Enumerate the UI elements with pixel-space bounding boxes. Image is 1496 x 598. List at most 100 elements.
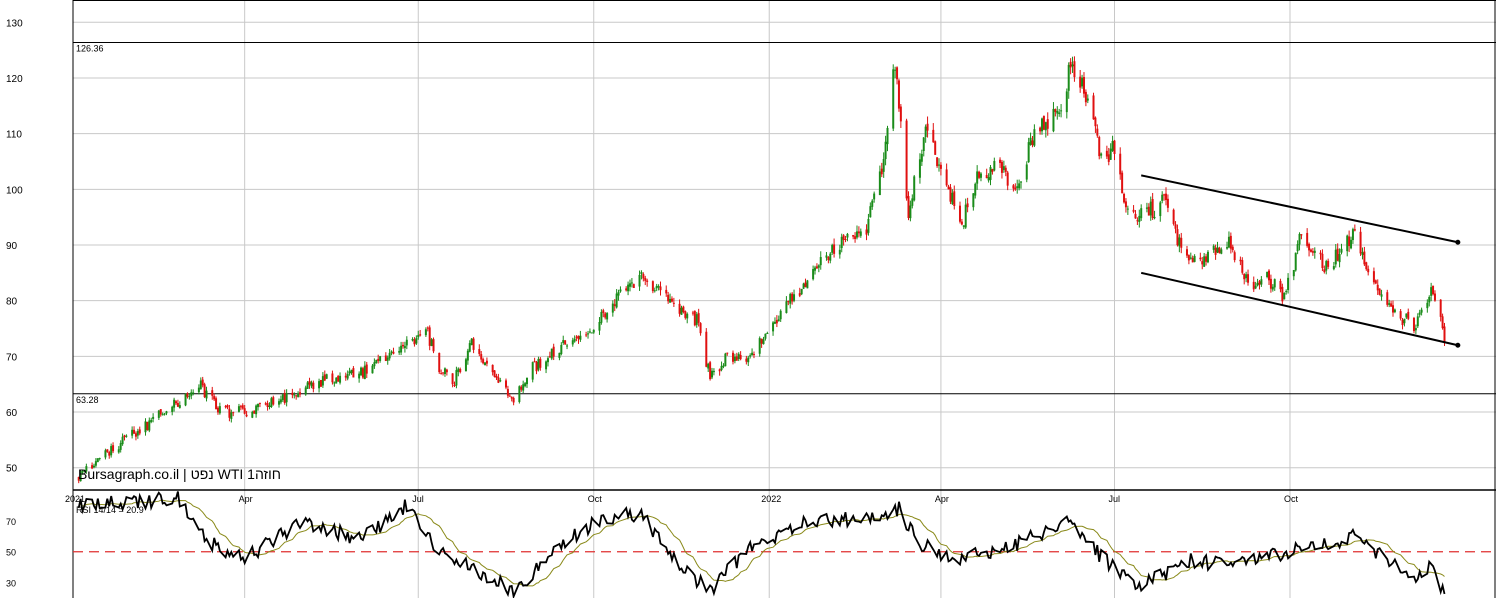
candle-body <box>896 67 899 80</box>
candle-body <box>752 354 755 356</box>
candle-body <box>735 356 738 361</box>
candle-body <box>1138 215 1141 222</box>
candle-body <box>1174 224 1177 229</box>
candle-body <box>739 355 742 360</box>
candle-body <box>411 339 414 341</box>
x-tick-label: Jul <box>1108 494 1120 504</box>
candle-body <box>922 137 925 152</box>
candle-body <box>117 449 120 453</box>
candle-body <box>1363 251 1366 265</box>
candle-body <box>854 236 857 239</box>
candle-body <box>987 177 990 181</box>
x-tick-label: Apr <box>239 494 253 504</box>
candle-body <box>203 384 206 398</box>
candle-body <box>96 458 99 463</box>
candle-body <box>747 357 750 363</box>
candle-body <box>682 306 685 313</box>
candle-body <box>602 310 605 313</box>
candle-body <box>711 370 714 378</box>
candle-body <box>1002 166 1005 171</box>
channel-end-dot <box>1455 239 1461 245</box>
candle-body <box>361 368 364 378</box>
candle-body <box>178 405 181 408</box>
candle-body <box>697 313 700 323</box>
candle-body <box>98 458 101 460</box>
candle-body <box>1191 257 1194 263</box>
candle-body <box>1401 319 1404 326</box>
candle-body <box>962 225 965 227</box>
candle-body <box>1338 254 1341 263</box>
channel-line-lower <box>1140 271 1459 347</box>
candle-body <box>136 431 139 436</box>
candle-body <box>564 340 567 345</box>
candle-body <box>705 331 708 367</box>
candle-body <box>432 339 435 352</box>
candle-body <box>590 332 593 334</box>
candle-body <box>899 106 902 122</box>
candle-body <box>789 294 792 304</box>
candle-body <box>777 319 780 322</box>
candle-body <box>440 372 443 374</box>
candle-body <box>812 268 815 280</box>
candle-body <box>831 244 834 253</box>
candle-body <box>1390 303 1393 307</box>
candle-body <box>766 332 769 334</box>
candle-body <box>1361 252 1364 255</box>
candle-body <box>855 231 858 238</box>
candle-body <box>1353 229 1356 231</box>
candle-body <box>253 410 256 414</box>
candle-body <box>363 365 366 379</box>
candle-body <box>775 320 778 324</box>
candle-body <box>1189 257 1192 259</box>
candle-body <box>840 236 843 249</box>
candle-body <box>497 377 500 383</box>
candle-body <box>546 358 549 363</box>
candle-body <box>907 196 910 218</box>
candle-body <box>285 393 288 403</box>
candle-body <box>1268 270 1271 281</box>
candle-body <box>430 339 433 347</box>
candle-body <box>1287 277 1290 291</box>
candle-body <box>1199 257 1202 260</box>
candle-body <box>161 414 164 416</box>
candle-body <box>1281 286 1284 302</box>
candle-body <box>938 164 941 166</box>
candle-body <box>1029 137 1032 145</box>
candle-body <box>1147 206 1150 216</box>
candle-body <box>226 405 229 408</box>
candle-body <box>1121 172 1124 194</box>
candle-body <box>379 356 382 361</box>
candle-body <box>575 336 578 338</box>
candle-body <box>1044 122 1047 131</box>
candle-body <box>459 369 462 373</box>
rsi-ma-line <box>78 499 1445 587</box>
candle-body <box>976 171 979 184</box>
candle-body <box>152 416 155 419</box>
candle-body <box>638 274 641 287</box>
candle-body <box>310 382 313 387</box>
candle-body <box>1172 209 1175 224</box>
candle-body <box>1145 207 1148 209</box>
candle-body <box>455 370 458 386</box>
candle-body <box>1149 201 1152 216</box>
candle-body <box>268 405 271 407</box>
candle-body <box>1079 76 1082 88</box>
candle-body <box>1069 61 1072 68</box>
candle-body <box>318 381 321 389</box>
candle-body <box>1269 278 1272 289</box>
candle-body <box>545 361 548 370</box>
candle-body <box>348 371 351 374</box>
candle-body <box>1374 280 1377 284</box>
candle-body <box>1025 164 1028 180</box>
candle-body <box>920 153 923 162</box>
candle-body <box>413 339 416 345</box>
candle-body <box>1081 77 1084 87</box>
candle-body <box>1359 231 1362 254</box>
candle-body <box>520 386 523 390</box>
candle-body <box>1098 136 1101 157</box>
candle-body <box>1218 247 1221 254</box>
price-tick-label: 100 <box>6 185 23 196</box>
candle-body <box>1166 198 1169 208</box>
candle-body <box>548 356 551 358</box>
candle-body <box>699 323 702 334</box>
